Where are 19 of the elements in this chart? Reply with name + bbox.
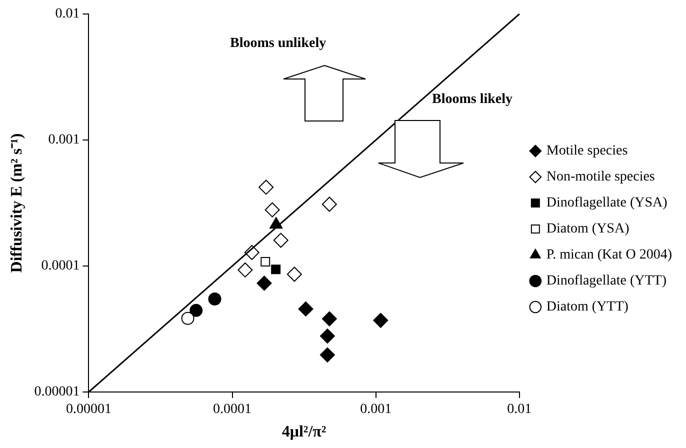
legend-label: Diatom (YTT) <box>546 300 629 315</box>
legend-label: Diatom (YSA) <box>546 222 630 237</box>
y-tick-label: 0.001 <box>48 132 80 148</box>
legend-label: Dinoflagellate (YSA) <box>546 196 668 211</box>
x-tick-label: 0.001 <box>360 402 392 418</box>
annotation: Blooms likely <box>432 92 513 108</box>
legend-label: Motile species <box>546 144 628 159</box>
y-tick-label: 0.00001 <box>34 384 80 400</box>
annotation: Blooms unlikely <box>230 36 326 52</box>
x-tick-label: 0.00001 <box>66 402 112 418</box>
x-axis-title: 4μl²/π² <box>282 424 326 441</box>
y-tick-label: 0.0001 <box>41 258 80 274</box>
legend-label: Non-motile species <box>546 170 655 185</box>
x-tick-label: 0.0001 <box>213 402 252 418</box>
legend-label: Dinoflagellate (YTT) <box>546 274 667 289</box>
legend-label: P. mican (Kat O 2004) <box>546 248 672 263</box>
y-tick-label: 0.01 <box>55 6 80 22</box>
x-tick-label: 0.01 <box>507 402 532 418</box>
y-axis-title: Diffusivity E (m² s⁻¹) <box>8 133 26 273</box>
